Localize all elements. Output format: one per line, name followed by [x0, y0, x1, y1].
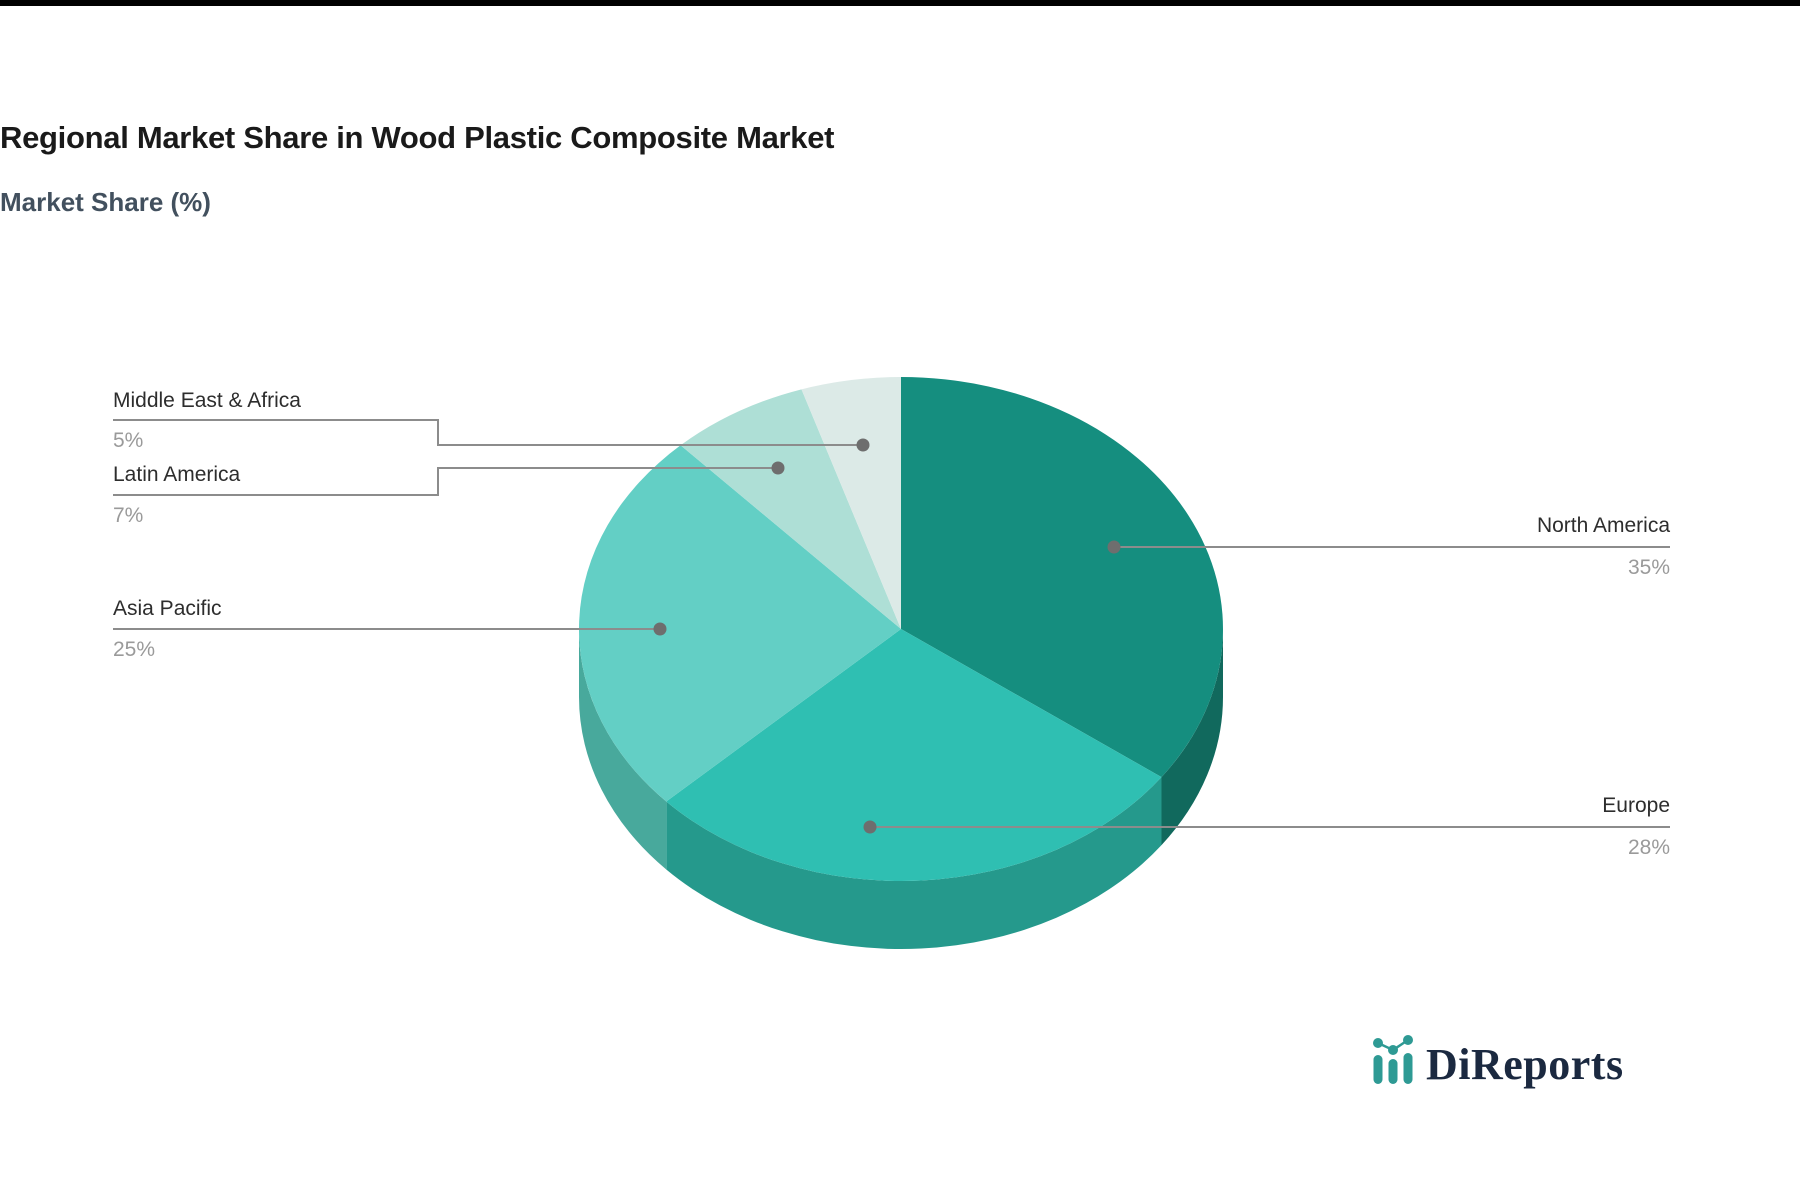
leader-dot-asia-pacific — [653, 622, 667, 636]
leader-dot-middle-east-africa — [856, 438, 870, 452]
value-asia-pacific: 25% — [113, 638, 156, 661]
label-latin-america: Latin America — [113, 463, 241, 486]
pie-slice-middle-east-africa — [801, 377, 901, 629]
pie-slice-north-america — [901, 377, 1223, 778]
label-europe: Europe — [1602, 794, 1670, 817]
mini-bar-line-chart-icon — [1373, 1035, 1413, 1084]
pie-slice-side-asia-pacific — [578, 629, 667, 870]
leader-dot-europe — [863, 820, 877, 834]
pie-slice-side-europe — [666, 777, 1162, 950]
leader-line-middle-east-africa — [113, 419, 863, 446]
pie-slice-asia-pacific — [578, 445, 901, 802]
label-north-america: North America — [1536, 514, 1670, 537]
top-border — [0, 0, 1800, 6]
label-asia-pacific: Asia Pacific — [113, 597, 222, 620]
pie-slice-europe — [666, 629, 1162, 882]
leader-line-latin-america — [113, 467, 778, 496]
value-latin-america: 7% — [113, 504, 144, 527]
value-europe: 28% — [1627, 836, 1670, 859]
logo-text: DiReports — [1426, 1040, 1624, 1089]
page-title: Regional Market Share in Wood Plastic Co… — [0, 120, 835, 155]
value-middle-east-africa: 5% — [113, 429, 144, 452]
chart-subtitle: Market Share (%) — [0, 187, 211, 217]
brand-logo: DiReports — [1372, 1028, 1624, 1087]
label-middle-east-africa: Middle East & Africa — [113, 389, 301, 412]
value-north-america: 35% — [1627, 556, 1670, 579]
leader-dot-north-america — [1107, 540, 1121, 554]
leader-dot-latin-america — [771, 461, 785, 475]
pie-slice-side-north-america — [1161, 629, 1223, 846]
pie-slice-latin-america — [680, 389, 901, 629]
